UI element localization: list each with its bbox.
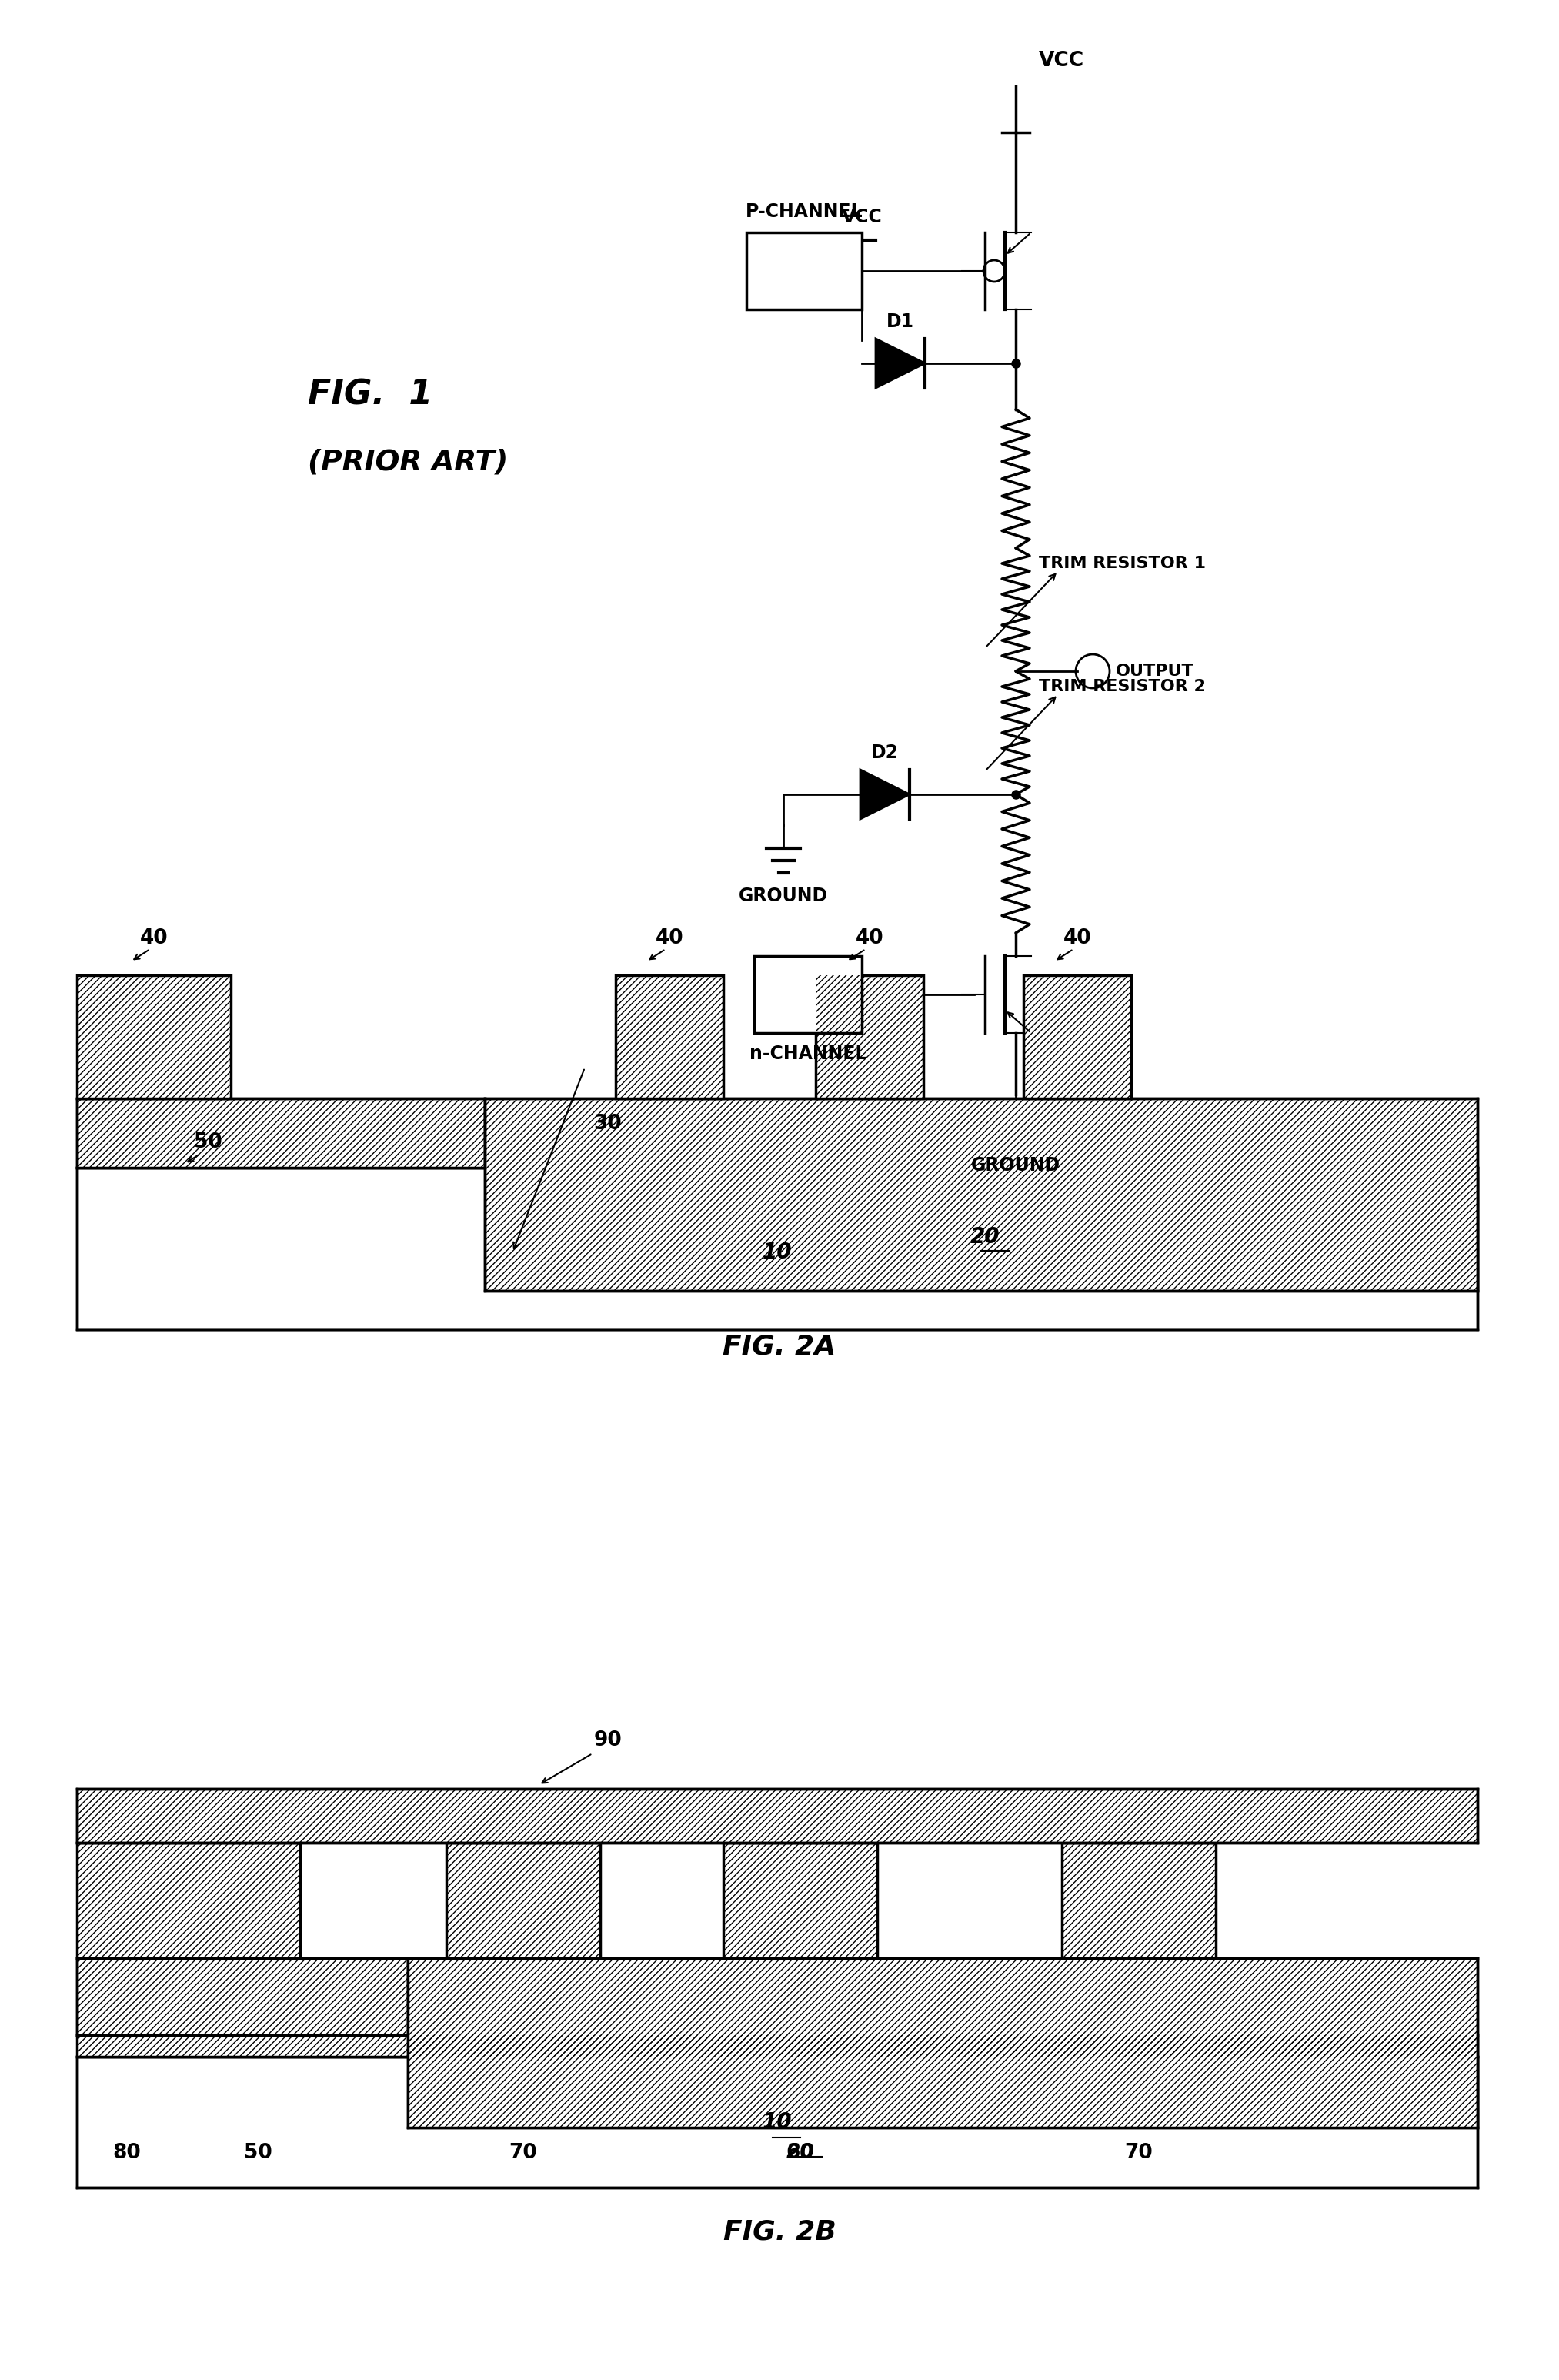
Text: 70: 70 [510, 2142, 538, 2163]
Bar [485, 1100, 1478, 1290]
Text: GROUND: GROUND [739, 888, 828, 904]
Bar [76, 1169, 1478, 1330]
Text: (PRIOR ART): (PRIOR ART) [307, 447, 508, 476]
Bar [76, 976, 231, 1100]
Text: 80: 80 [112, 2142, 142, 2163]
Bar [1062, 1842, 1216, 1959]
Text: 50: 50 [243, 2142, 271, 2163]
Bar [76, 1959, 408, 2035]
Bar [1062, 1842, 1216, 1959]
Text: TRIM RESISTOR 1: TRIM RESISTOR 1 [1038, 557, 1205, 571]
Bar [408, 1959, 1478, 2128]
Text: 10: 10 [762, 1242, 792, 1264]
Text: 60: 60 [786, 2142, 814, 2163]
Bar [747, 233, 862, 309]
Text: P-CHANNEL: P-CHANNEL [745, 202, 862, 221]
Bar [815, 976, 923, 1100]
Text: 50: 50 [193, 1133, 221, 1152]
Text: 90: 90 [594, 1730, 622, 1749]
Text: VCC: VCC [842, 207, 882, 226]
Bar [446, 1842, 600, 1959]
Text: 10: 10 [762, 2111, 792, 2132]
Bar [485, 1100, 1478, 1290]
Text: FIG. 2B: FIG. 2B [723, 2218, 836, 2244]
Text: 70: 70 [1124, 2142, 1154, 2163]
Polygon shape [861, 769, 909, 819]
Text: D2: D2 [871, 743, 900, 762]
Bar [76, 2056, 1478, 2187]
Text: 40: 40 [1063, 928, 1091, 947]
Bar [723, 1842, 878, 1959]
Text: 30: 30 [594, 1114, 622, 1133]
Text: FIG.  1: FIG. 1 [307, 378, 433, 412]
Text: 40: 40 [140, 928, 168, 947]
Text: TRIM RESISTOR 2: TRIM RESISTOR 2 [1038, 678, 1205, 695]
Text: GROUND: GROUND [971, 1157, 1060, 1176]
Bar [76, 2035, 1478, 2056]
Bar [446, 1842, 600, 1959]
Bar [76, 1100, 485, 1169]
Text: n-CHANNEL: n-CHANNEL [750, 1045, 867, 1064]
Bar [616, 976, 723, 1100]
Bar [755, 957, 862, 1033]
Text: OUTPUT: OUTPUT [1116, 664, 1194, 678]
Bar [815, 976, 923, 1100]
Bar [76, 1790, 1478, 1842]
Bar [723, 1842, 878, 1959]
Text: 20: 20 [786, 2142, 814, 2163]
Bar [76, 1100, 485, 1169]
Bar [616, 976, 723, 1100]
Bar [76, 976, 231, 1100]
Bar [76, 1959, 408, 2035]
Polygon shape [876, 338, 924, 388]
Text: D1: D1 [887, 312, 914, 331]
Bar [1023, 976, 1132, 1100]
Bar [1023, 976, 1132, 1100]
Bar [76, 1842, 299, 1959]
Text: 40: 40 [655, 928, 683, 947]
Text: 40: 40 [856, 928, 884, 947]
Text: FIG. 2A: FIG. 2A [723, 1333, 836, 1359]
Bar [76, 1842, 299, 1959]
Text: VCC: VCC [1038, 50, 1085, 71]
Bar [76, 2035, 1478, 2056]
Bar [76, 1790, 1478, 1842]
Bar [408, 1959, 1478, 2128]
Text: 20: 20 [970, 1226, 999, 1247]
